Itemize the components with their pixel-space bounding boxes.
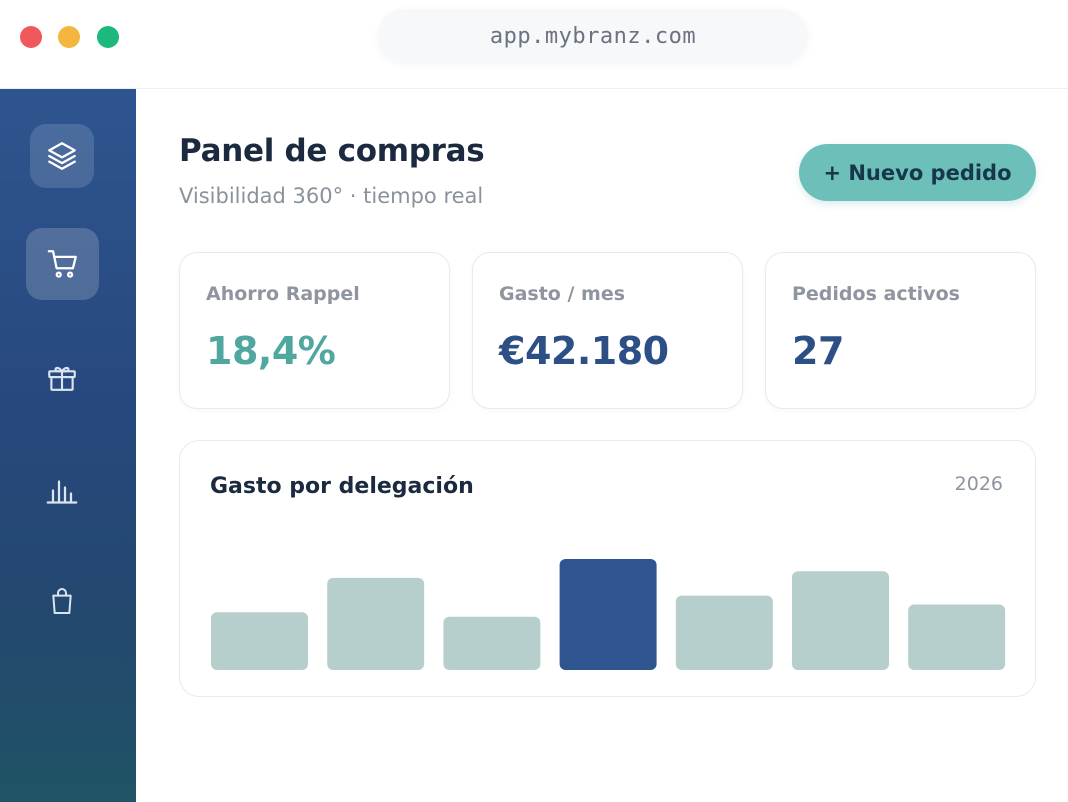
- sidebar-item-analytics[interactable]: [30, 457, 94, 521]
- chart-bar-highlighted[interactable]: [559, 559, 657, 670]
- kpi-label: Ahorro Rappel: [206, 283, 360, 305]
- sidebar-item-cart[interactable]: [26, 228, 99, 300]
- page-title: Panel de compras: [179, 133, 485, 169]
- chart-bar[interactable]: [792, 571, 889, 670]
- kpi-card-active-orders: Pedidos activos 27: [765, 252, 1036, 409]
- new-order-button[interactable]: + Nuevo pedido: [799, 144, 1036, 201]
- layers-icon: [45, 139, 79, 173]
- title-bar: app.mybranz.com: [0, 0, 1068, 89]
- chart-bar[interactable]: [675, 595, 773, 670]
- gift-icon: [45, 360, 79, 394]
- kpi-value: 27: [792, 329, 844, 373]
- shopping-bag-icon: [46, 585, 78, 617]
- chart-bar[interactable]: [443, 616, 541, 670]
- kpi-value: €42.180: [499, 329, 669, 373]
- kpi-label: Pedidos activos: [792, 283, 960, 305]
- kpi-card-rappel-savings: Ahorro Rappel 18,4%: [179, 252, 450, 409]
- sidebar: [0, 89, 136, 802]
- chart-title: Gasto por delegación: [210, 474, 474, 499]
- sidebar-item-layers[interactable]: [30, 124, 94, 188]
- chart-bar[interactable]: [327, 577, 425, 670]
- kpi-value: 18,4%: [206, 329, 336, 373]
- maximize-window-button[interactable]: [97, 26, 119, 48]
- spend-by-branch-chart-card: Gasto por delegación 2026: [179, 440, 1036, 697]
- chart-bar[interactable]: [908, 604, 1006, 671]
- address-bar[interactable]: app.mybranz.com: [378, 9, 808, 63]
- close-window-button[interactable]: [20, 26, 42, 48]
- bar-chart: [211, 559, 1006, 671]
- chart-bar[interactable]: [211, 612, 308, 670]
- kpi-card-monthly-spend: Gasto / mes €42.180: [472, 252, 743, 409]
- kpi-label: Gasto / mes: [499, 283, 626, 305]
- sidebar-item-orders[interactable]: [30, 569, 94, 633]
- page-subtitle: Visibilidad 360° · tiempo real: [179, 184, 484, 208]
- bar-chart-icon: [44, 471, 80, 507]
- chart-year-label: 2026: [954, 473, 1003, 495]
- sidebar-item-gifts[interactable]: [30, 345, 94, 409]
- shopping-cart-icon: [46, 247, 80, 281]
- minimize-window-button[interactable]: [58, 26, 80, 48]
- address-bar-url: app.mybranz.com: [489, 23, 697, 49]
